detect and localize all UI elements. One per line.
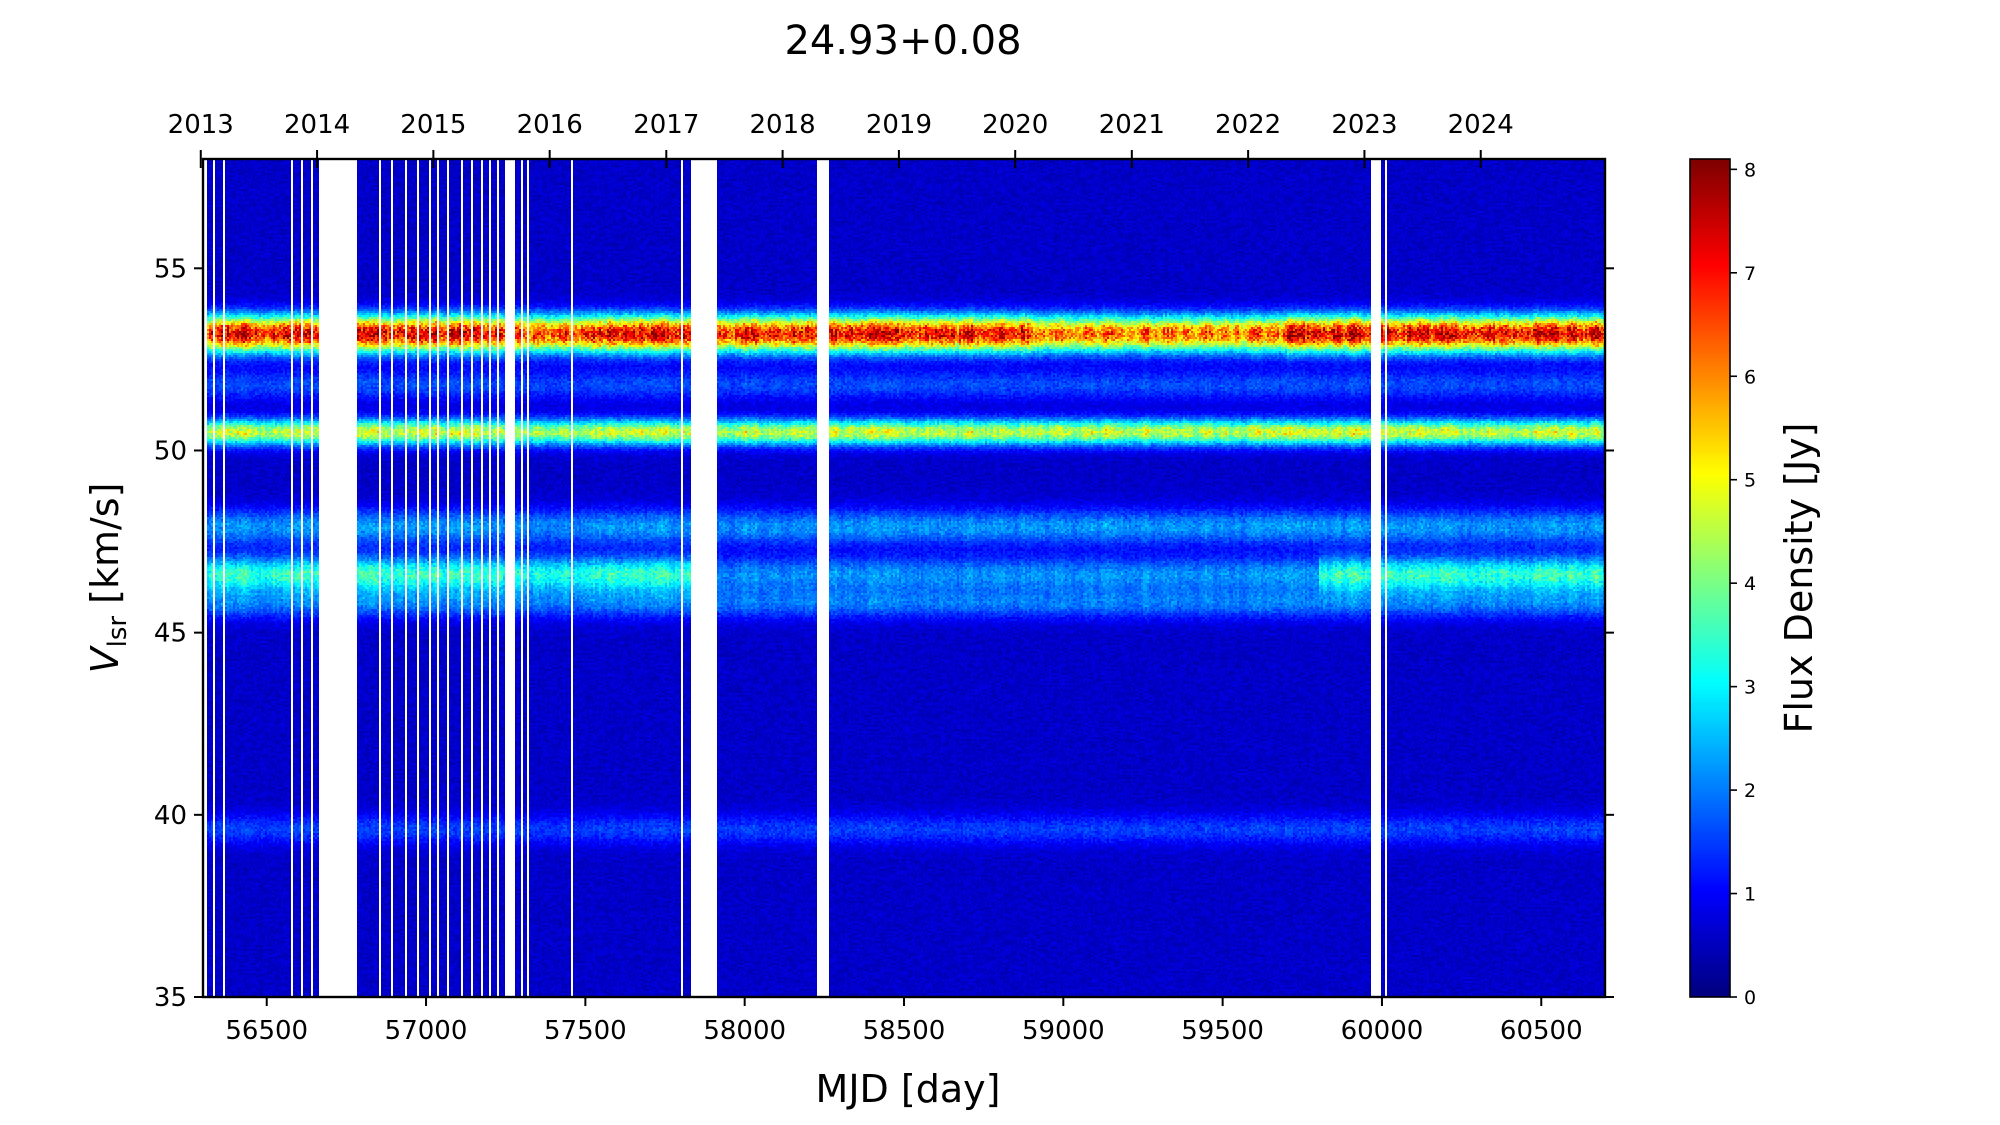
y-axis-title-sub: lsr [103,616,133,648]
y-tick-label: 45 [154,619,187,649]
top-year-label: 2021 [1099,110,1165,140]
colorbar-gradient [1690,159,1730,997]
top-year-label: 2022 [1215,110,1281,140]
heatmap-image [203,159,1605,997]
colorbar-tick-label: 1 [1744,884,1756,906]
y-axis-title-rest: [km/s] [83,483,127,616]
y-tick-label: 40 [154,801,187,831]
top-year-label: 2016 [517,110,583,140]
top-year-label: 2020 [982,110,1048,140]
top-year-label: 2018 [750,110,816,140]
x-tick-label: 57000 [385,1016,468,1046]
y-axis: 35 40 45 50 55 [154,254,1614,1013]
x-tick-label: 58000 [703,1016,786,1046]
heatmap-image-holder [203,159,1605,997]
colorbar-tick-label: 2 [1744,780,1756,802]
x-tick-label: 60000 [1341,1016,1424,1046]
chart-title: 24.93+0.08 [784,18,1021,64]
x-tick-label: 56500 [225,1016,308,1046]
top-year-label: 2017 [633,110,699,140]
x-tick-label: 59000 [1022,1016,1105,1046]
y-tick-label: 35 [154,983,187,1013]
colorbar-tick-label: 5 [1744,470,1756,492]
top-year-label: 2013 [168,110,234,140]
top-year-label: 2014 [284,110,350,140]
y-axis-title: Vlsr [km/s] [83,483,133,674]
y-tick-label: 55 [154,254,187,284]
colorbar-tick-label: 4 [1744,573,1756,595]
x-axis-top-years: 2013 2014 2015 2016 2017 2018 2019 2020 2021 2022… [168,110,1514,168]
colorbar-tick-label: 3 [1744,677,1756,699]
x-axis-bottom: 56500 57000 57500 58000 58500 59000 59500 60000… [225,997,1583,1046]
top-year-label: 2023 [1331,110,1397,140]
colorbar: 0 1 2 3 4 5 6 7 8 Flux Density [Jy] [1689,158,1821,1009]
heatmap-plot-area [201,157,1607,999]
x-tick-label: 57500 [544,1016,627,1046]
top-year-label: 2024 [1448,110,1514,140]
top-year-label: 2015 [400,110,466,140]
colorbar-frame [1689,158,1731,998]
y-tick-label: 50 [154,436,187,466]
colorbar-title: Flux Density [Jy] [1777,423,1821,734]
x-tick-label: 59500 [1181,1016,1264,1046]
x-axis-title: MJD [day] [816,1067,1001,1111]
colorbar-tick-label: 6 [1744,366,1756,388]
x-tick-label: 58500 [863,1016,946,1046]
colorbar-tick-label: 7 [1744,263,1756,285]
top-year-label: 2019 [866,110,932,140]
colorbar-tick-label: 8 [1744,159,1756,181]
y-axis-title-main: V [83,644,127,673]
x-tick-label: 60500 [1500,1016,1583,1046]
colorbar-image-holder [1690,159,1730,997]
colorbar-tick-label: 0 [1744,987,1756,1009]
colorbar-ticks: 0 1 2 3 4 5 6 7 8 [1730,159,1756,1009]
